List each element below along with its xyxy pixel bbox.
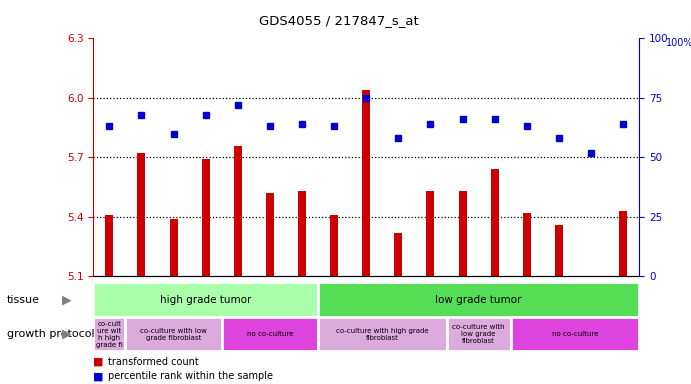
Bar	[125, 317, 222, 351]
Bar	[619, 211, 627, 276]
Text: growth protocol: growth protocol	[7, 329, 95, 339]
Text: co-culture with low
grade fibroblast: co-culture with low grade fibroblast	[140, 328, 207, 341]
Bar	[395, 233, 402, 276]
Bar	[511, 317, 639, 351]
Bar	[523, 213, 531, 276]
Text: ▶: ▶	[62, 293, 72, 306]
Bar	[318, 317, 446, 351]
Bar	[234, 146, 242, 276]
Text: tissue: tissue	[7, 295, 40, 305]
Text: high grade tumor: high grade tumor	[160, 295, 252, 305]
Bar	[491, 169, 499, 276]
Bar	[202, 159, 209, 276]
Bar	[330, 215, 338, 276]
Text: transformed count: transformed count	[108, 357, 199, 367]
Text: low grade tumor: low grade tumor	[435, 295, 522, 305]
Bar	[446, 317, 511, 351]
Bar	[555, 225, 563, 276]
Text: co-culture with
low grade
fibroblast: co-culture with low grade fibroblast	[453, 324, 505, 344]
Bar	[93, 282, 318, 317]
Text: no co-culture: no co-culture	[247, 331, 293, 337]
Text: GDS4055 / 217847_s_at: GDS4055 / 217847_s_at	[258, 14, 419, 27]
Text: co-cult
ure wit
h high
grade fi: co-cult ure wit h high grade fi	[96, 321, 123, 348]
Bar	[459, 191, 466, 276]
Bar	[93, 317, 125, 351]
Bar	[138, 154, 146, 276]
Bar	[362, 90, 370, 276]
Bar	[266, 193, 274, 276]
Bar	[426, 191, 435, 276]
Text: ▶: ▶	[62, 328, 72, 341]
Text: percentile rank within the sample: percentile rank within the sample	[108, 371, 274, 381]
Bar	[169, 219, 178, 276]
Text: co-culture with high grade
fibroblast: co-culture with high grade fibroblast	[336, 328, 428, 341]
Bar	[318, 282, 639, 317]
Text: no co-culture: no co-culture	[552, 331, 598, 337]
Bar	[298, 191, 306, 276]
Text: 100%: 100%	[666, 38, 691, 48]
Bar	[105, 215, 113, 276]
Bar	[222, 317, 318, 351]
Text: ■: ■	[93, 371, 104, 381]
Text: ■: ■	[93, 357, 104, 367]
